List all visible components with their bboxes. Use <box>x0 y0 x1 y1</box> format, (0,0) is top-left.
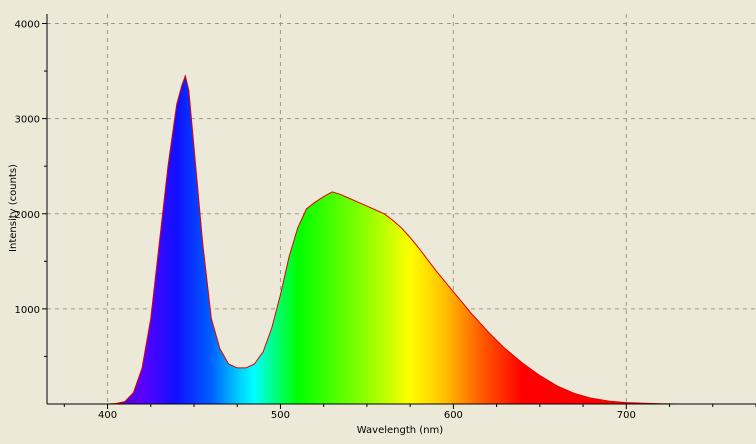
y-tick-label: 4000 <box>15 20 40 31</box>
y-axis-ticks: 1000 2000 3000 4000 <box>15 20 47 357</box>
spectrum-area <box>107 75 679 404</box>
grid-lines <box>47 14 756 404</box>
y-tick-label: 2000 <box>15 210 40 221</box>
x-tick-label: 600 <box>444 410 463 421</box>
x-tick-label: 500 <box>271 410 290 421</box>
y-tick-label: 3000 <box>15 115 40 126</box>
spectrum-line <box>107 74 679 404</box>
x-axis-label: Wavelength (nm) <box>357 425 443 436</box>
y-tick-label: 1000 <box>15 305 40 316</box>
x-tick-label: 400 <box>98 410 117 421</box>
y-axis-label: Intensity (counts) <box>8 164 19 252</box>
x-axis-ticks: 400 500 600 700 <box>63 404 756 421</box>
x-tick-label: 700 <box>617 410 636 421</box>
